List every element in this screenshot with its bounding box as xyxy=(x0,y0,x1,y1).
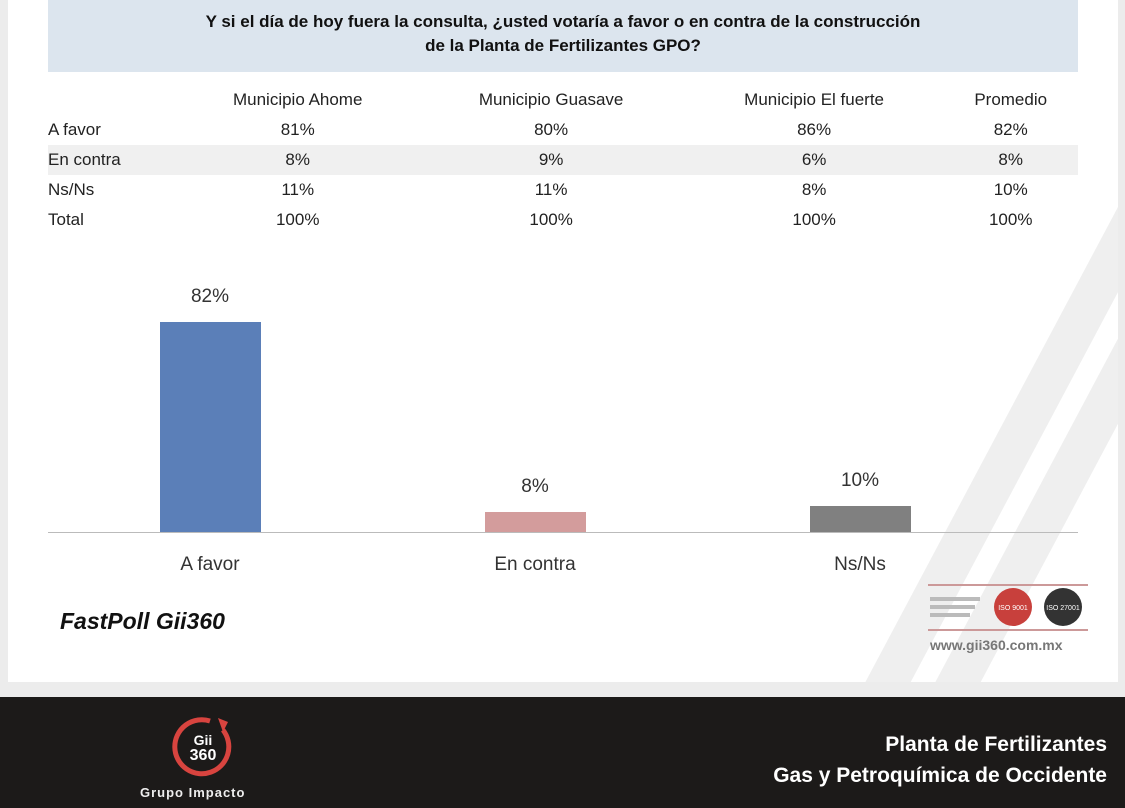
bar-ns-ns xyxy=(810,506,911,532)
col-header: Promedio xyxy=(974,90,1048,109)
gii360-logo-icon: Gii 360 xyxy=(172,717,232,777)
svg-text:ISO 9001: ISO 9001 xyxy=(998,605,1028,612)
question-line-1: Y si el día de hoy fuera la consulta, ¿u… xyxy=(205,12,921,31)
slide: Y si el día de hoy fuera la consulta, ¿u… xyxy=(8,0,1118,682)
category-label: En contra xyxy=(494,554,576,575)
category-label: A favor xyxy=(180,554,240,575)
svg-text:Gii: Gii xyxy=(194,732,213,748)
bar-a-favor xyxy=(160,322,261,532)
table-header: Municipio Ahome Municipio Guasave Municipi… xyxy=(48,85,1078,115)
iso-9001-icon: ISO 9001 xyxy=(994,588,1032,626)
question-line-2: de la Planta de Fertilizantes GPO? xyxy=(425,36,701,55)
col-header: Municipio Guasave xyxy=(478,90,624,109)
footer-title-1: Planta de Fertilizantes xyxy=(885,733,1107,756)
website-url: www.gii360.com.mx xyxy=(930,637,1063,653)
brand-label: FastPoll Gii360 xyxy=(60,608,225,634)
category-label: Ns/Ns xyxy=(834,554,886,575)
results-table: Municipio Ahome Municipio Guasave Municipi… xyxy=(48,85,1078,235)
table-row: Ns/Ns 11% 11% 8% 10% xyxy=(48,180,1028,199)
table-row: En contra 8% 9% 6% 8% xyxy=(48,145,1078,175)
value-label: 82% xyxy=(190,286,230,307)
svg-text:ISO 27001: ISO 27001 xyxy=(1046,605,1080,612)
value-label: 10% xyxy=(840,470,880,492)
table-row: Total 100% 100% 100% 100% xyxy=(48,210,1033,229)
svg-text:360: 360 xyxy=(190,747,217,764)
value-label: 8% xyxy=(521,475,549,497)
bar-en-contra xyxy=(485,511,586,532)
company-name: Grupo Impacto xyxy=(140,785,246,800)
col-header: Municipio El fuerte xyxy=(744,90,885,109)
chart-axis xyxy=(48,532,1078,533)
certification-badges: ISO 9001 ISO 27001 xyxy=(928,584,1088,631)
question-header: Y si el día de hoy fuera la consulta, ¿u… xyxy=(48,0,1078,72)
table-row: A favor 81% 80% 86% 82% xyxy=(48,120,1028,139)
col-header: Municipio Ahome xyxy=(232,90,363,109)
iso-27001-icon: ISO 27001 xyxy=(1044,588,1082,626)
footer-band: Gii 360 Grupo Impacto Planta de Fertiliz… xyxy=(0,697,1125,808)
footer-title-2: Gas y Petroquímica de Occidente xyxy=(773,764,1107,787)
